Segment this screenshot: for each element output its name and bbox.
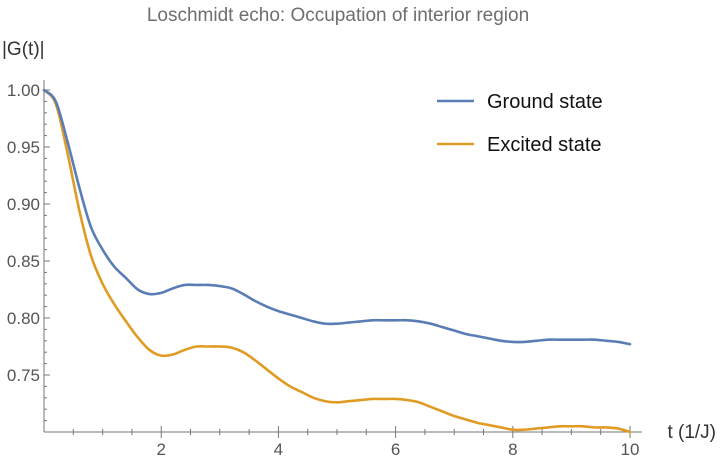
- series-layer: [42, 88, 632, 434]
- x-tick-label: 2: [156, 440, 165, 459]
- y-axis-label: |G(t)|: [2, 39, 45, 60]
- x-tick-label: 10: [621, 440, 640, 459]
- chart-title: Loschmidt echo: Occupation of interior r…: [147, 5, 529, 26]
- legend-label: Excited state: [487, 134, 602, 156]
- x-tick-label: 8: [508, 440, 517, 459]
- legend: Ground state Excited state: [437, 91, 603, 156]
- y-tick-label: 0.90: [7, 195, 40, 214]
- y-tick-label: 1.00: [7, 81, 40, 100]
- y-tick-label: 0.80: [7, 309, 40, 328]
- series-line-ground-state: [42, 88, 632, 346]
- axes: 0.75 0.80 0.85 0.90 0.95 1.00 2 4 6 8 10: [7, 80, 642, 459]
- x-tick-label: 6: [391, 440, 400, 459]
- x-axis-label: t (1/J): [667, 422, 716, 443]
- series-line-excited-state: [42, 88, 632, 434]
- legend-label: Ground state: [487, 91, 603, 113]
- y-tick-label: 0.95: [7, 138, 40, 157]
- y-tick-label: 0.85: [7, 252, 40, 271]
- x-tick-label: 4: [274, 440, 283, 459]
- y-tick-label: 0.75: [7, 366, 40, 385]
